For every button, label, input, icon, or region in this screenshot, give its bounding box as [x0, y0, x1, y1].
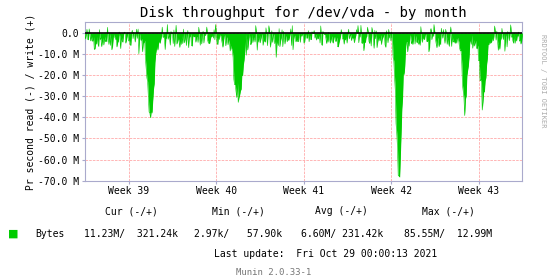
Text: 11.23M/  321.24k: 11.23M/ 321.24k	[84, 229, 178, 239]
Text: RRDTOOL / TOBI OETIKER: RRDTOOL / TOBI OETIKER	[540, 34, 546, 127]
Text: Avg (-/+): Avg (-/+)	[316, 206, 368, 216]
Text: 2.97k/   57.90k: 2.97k/ 57.90k	[194, 229, 282, 239]
Title: Disk throughput for /dev/vda - by month: Disk throughput for /dev/vda - by month	[140, 6, 467, 20]
Text: Last update:  Fri Oct 29 00:00:13 2021: Last update: Fri Oct 29 00:00:13 2021	[214, 249, 437, 259]
Text: 85.55M/  12.99M: 85.55M/ 12.99M	[404, 229, 493, 239]
Text: Bytes: Bytes	[36, 229, 65, 239]
Text: Cur (-/+): Cur (-/+)	[105, 206, 158, 216]
Text: Min (-/+): Min (-/+)	[212, 206, 264, 216]
Y-axis label: Pr second read (-) / write (+): Pr second read (-) / write (+)	[25, 13, 36, 190]
Text: ■: ■	[8, 229, 19, 239]
Text: Max (-/+): Max (-/+)	[422, 206, 475, 216]
Text: 6.60M/ 231.42k: 6.60M/ 231.42k	[301, 229, 383, 239]
Text: Munin 2.0.33-1: Munin 2.0.33-1	[236, 268, 311, 277]
